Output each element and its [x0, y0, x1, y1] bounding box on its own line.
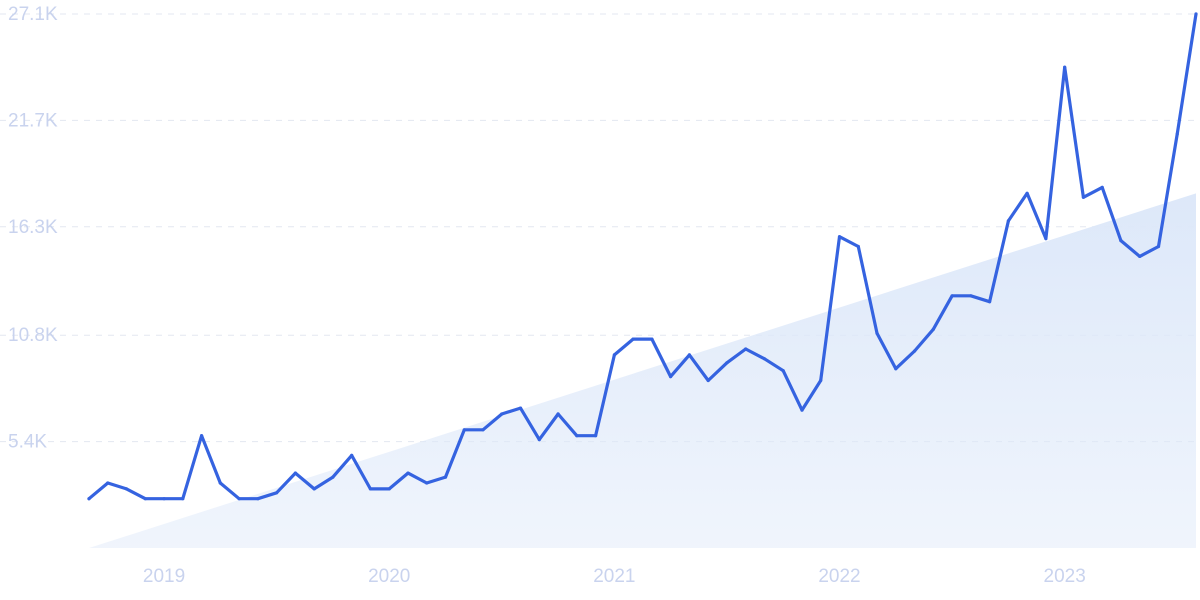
- series-layer: [87, 12, 1198, 501]
- data-point: [781, 369, 785, 373]
- y-tick-label: 16.3K: [8, 217, 58, 238]
- data-point: [556, 412, 560, 416]
- data-point: [837, 235, 842, 239]
- data-point: [612, 353, 617, 357]
- series-line: [87, 12, 1198, 501]
- data-point: [425, 481, 429, 485]
- data-point: [1156, 244, 1161, 249]
- data-point: [594, 434, 598, 438]
- data-point: [87, 497, 91, 501]
- trend-area: [89, 193, 1196, 548]
- data-point: [237, 497, 241, 501]
- data-point: [650, 337, 654, 341]
- data-point: [124, 487, 129, 491]
- data-point: [368, 487, 372, 491]
- data-point: [181, 497, 185, 501]
- y-tick-label: 10.8K: [8, 325, 58, 346]
- data-point: [856, 244, 860, 249]
- data-point: [744, 347, 748, 351]
- data-point: [218, 481, 222, 485]
- data-point: [1044, 237, 1048, 241]
- data-point: [331, 475, 335, 479]
- y-tick-label: 27.1K: [8, 4, 58, 25]
- x-tick-label: 2020: [368, 566, 410, 587]
- data-point: [913, 349, 917, 353]
- y-tick-label: 21.7K: [8, 110, 58, 131]
- data-point: [1063, 65, 1067, 69]
- data-point: [988, 300, 992, 304]
- data-point: [950, 294, 954, 298]
- data-point: [518, 406, 523, 410]
- data-point: [200, 434, 204, 438]
- data-point: [1081, 195, 1085, 199]
- data-point: [312, 487, 316, 491]
- data-point: [687, 353, 692, 357]
- data-point: [1194, 12, 1198, 16]
- data-point: [800, 408, 804, 412]
- data-point: [725, 361, 729, 365]
- data-point: [143, 497, 147, 501]
- data-point: [350, 453, 354, 457]
- data-point: [762, 357, 767, 361]
- x-tick-label: 2019: [143, 566, 185, 587]
- data-point: [275, 491, 279, 495]
- data-point: [894, 367, 898, 371]
- data-point: [256, 497, 260, 501]
- x-axis: 2019 2020 2021 2022 2023: [143, 566, 1086, 587]
- data-point: [162, 497, 166, 501]
- data-point: [819, 378, 823, 383]
- data-point: [669, 375, 673, 379]
- x-tick-label: 2023: [1044, 566, 1086, 587]
- data-point: [537, 438, 541, 442]
- data-point: [931, 327, 935, 331]
- data-point: [481, 428, 485, 432]
- data-point: [462, 428, 466, 432]
- data-point: [575, 434, 579, 438]
- data-point: [875, 331, 879, 335]
- x-tick-label: 2022: [818, 566, 860, 587]
- data-point: [631, 337, 635, 341]
- data-point: [1025, 191, 1029, 195]
- data-point: [406, 471, 410, 475]
- data-point: [1100, 185, 1104, 189]
- data-point: [1138, 254, 1142, 258]
- data-point: [106, 481, 110, 485]
- data-point: [1175, 132, 1179, 136]
- data-point: [1006, 219, 1011, 223]
- data-point: [500, 412, 504, 416]
- data-point: [443, 475, 448, 479]
- data-point: [293, 471, 297, 475]
- data-point: [969, 294, 973, 298]
- trend-area-shape: [89, 193, 1196, 548]
- data-point: [387, 487, 391, 491]
- data-point: [1119, 239, 1123, 243]
- y-axis: 5.4K 10.8K 16.3K 21.7K 27.1K: [8, 4, 58, 453]
- data-point: [706, 378, 710, 383]
- x-tick-label: 2021: [593, 566, 635, 587]
- y-tick-label: 5.4K: [8, 432, 47, 453]
